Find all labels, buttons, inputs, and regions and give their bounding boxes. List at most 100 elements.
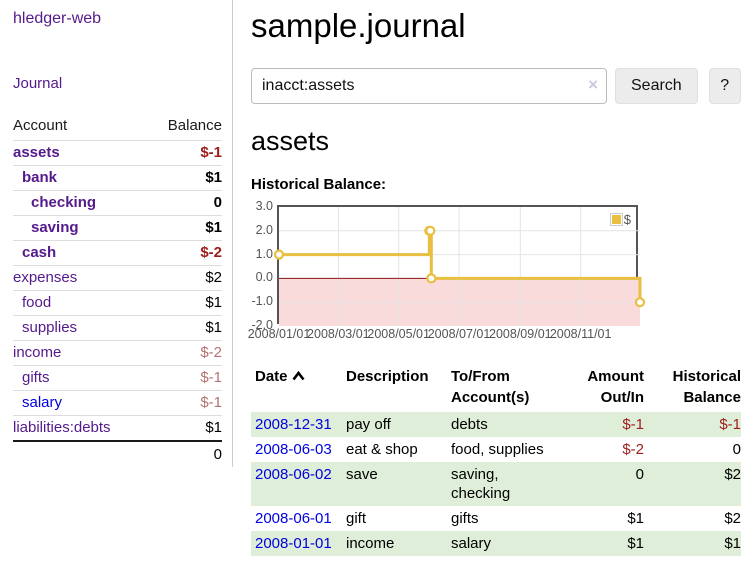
account-balance: $2 <box>147 265 222 291</box>
main-content: sample.journal × Search ? assets Histori… <box>233 0 742 556</box>
date-column-header[interactable]: Date <box>251 364 346 412</box>
transaction-amount: $-1 <box>622 416 644 433</box>
account-row: assets $-1 <box>13 140 222 166</box>
account-link[interactable]: assets <box>13 144 60 161</box>
transaction-amount: $1 <box>627 510 644 527</box>
sidebar: hledger-web Journal Account Balance asse… <box>0 0 233 467</box>
account-link[interactable]: supplies <box>22 319 78 336</box>
transaction-balance: $2 <box>724 466 741 483</box>
transaction-accounts: food, supplies <box>451 441 544 458</box>
transaction-balance: $2 <box>724 510 741 527</box>
account-link[interactable]: expenses <box>13 269 78 286</box>
account-row: liabilities:debts $1 <box>13 415 222 442</box>
account-row: food $1 <box>13 290 222 316</box>
transaction-amount: $-2 <box>622 441 644 458</box>
account-link[interactable]: food <box>22 294 52 311</box>
account-row: supplies $1 <box>13 315 222 341</box>
account-row: cash $-2 <box>13 240 222 266</box>
search-button[interactable]: Search <box>615 68 698 104</box>
accounts-total-row: 0 <box>13 440 222 467</box>
account-balance: $1 <box>147 165 222 191</box>
x-axis-tick-label: 2008/05/01 <box>367 327 430 341</box>
account-link[interactable]: gifts <box>22 369 50 386</box>
transaction-date-link[interactable]: 2008-06-01 <box>255 510 332 527</box>
transaction-row[interactable]: 2008-01-01 income salary $1 $1 <box>251 531 741 556</box>
balance-column-header-register: Historical Balance <box>672 368 741 406</box>
search-input[interactable] <box>251 68 607 104</box>
transaction-description: pay off <box>346 416 391 433</box>
account-link[interactable]: income <box>13 344 62 361</box>
y-axis-tick-label: -2.0 <box>251 318 273 332</box>
account-row: salary $-1 <box>13 390 222 416</box>
account-balance: $-2 <box>147 340 222 366</box>
account-balance: $1 <box>147 290 222 316</box>
account-balance: $-1 <box>147 140 222 166</box>
y-axis-tick-label: 1.0 <box>255 246 273 261</box>
transaction-balance: $-1 <box>719 416 741 433</box>
transaction-accounts: debts <box>451 416 488 433</box>
legend-swatch-icon <box>609 213 623 226</box>
account-balance: $-1 <box>147 365 222 391</box>
account-row: income $-2 <box>13 340 222 366</box>
account-link[interactable]: bank <box>22 169 58 186</box>
account-balance: $1 <box>147 415 222 442</box>
transaction-accounts: salary <box>451 535 492 552</box>
transaction-amount: 0 <box>635 466 644 483</box>
account-link[interactable]: liabilities:debts <box>13 419 111 436</box>
transaction-accounts: saving, checking <box>451 466 511 502</box>
account-link[interactable]: checking <box>31 194 97 211</box>
transaction-row[interactable]: 2008-06-03 eat & shop food, supplies $-2… <box>251 437 741 462</box>
brand-link[interactable]: hledger-web <box>13 10 102 27</box>
sort-ascending-icon <box>291 370 305 381</box>
clear-search-icon[interactable]: × <box>588 75 598 94</box>
x-axis-tick-label: 2008/03/01 <box>307 327 370 341</box>
account-column-header: Account <box>13 113 148 141</box>
transaction-row[interactable]: 2008-12-31 pay off debts $-1 $-1 <box>251 412 741 437</box>
account-balance: $1 <box>147 215 222 241</box>
transaction-balance: 0 <box>732 441 741 458</box>
accounts-column-header: To/From Account(s) <box>451 368 530 406</box>
transaction-date-link[interactable]: 2008-12-31 <box>255 416 332 433</box>
legend-label: $ <box>623 212 631 227</box>
x-axis-tick-label: 2008/09/01 <box>489 327 552 341</box>
x-axis-tick-label: 2008/07/01 <box>427 327 491 341</box>
y-axis-tick-label: 2.0 <box>255 222 273 237</box>
chart-plot-area: $ 3.0 2.0 1.0 0.0 -1.0 -2.0 2008/01/01 2008/03/… <box>248 199 646 341</box>
account-row: saving $1 <box>13 215 222 241</box>
account-balance: $1 <box>147 315 222 341</box>
account-row: gifts $-1 <box>13 365 222 391</box>
account-row: checking 0 <box>13 190 222 216</box>
transaction-accounts: gifts <box>451 510 479 527</box>
search-form: × Search ? <box>251 68 742 104</box>
account-link[interactable]: cash <box>22 244 57 261</box>
transaction-date-link[interactable]: 2008-06-03 <box>255 441 332 458</box>
sidebar-item-journal[interactable]: Journal <box>13 75 63 92</box>
account-row: expenses $2 <box>13 265 222 291</box>
transaction-row[interactable]: 2008-06-01 gift gifts $1 $2 <box>251 506 741 531</box>
accounts-table: Account Balance assets $-1 bank $1 check… <box>13 113 222 467</box>
transaction-description: gift <box>346 510 367 527</box>
balance-chart: $ 3.0 2.0 1.0 0.0 -1.0 -2.0 2008/01/01 2008/03/… <box>248 199 646 341</box>
app-window: hledger-web Journal Account Balance asse… <box>0 0 742 556</box>
register-table: Date Description To/From Account(s) Amou… <box>251 364 741 556</box>
y-axis-tick-label: 3.0 <box>255 199 273 213</box>
page-title: sample.journal <box>251 7 466 44</box>
account-link[interactable]: saving <box>31 219 79 236</box>
transaction-date-link[interactable]: 2008-06-02 <box>255 466 332 483</box>
transaction-row[interactable]: 2008-06-02 save saving, checking 0 $2 <box>251 462 741 506</box>
accounts-table-header: Account Balance <box>13 113 222 141</box>
account-title: assets <box>251 126 330 156</box>
transaction-date-link[interactable]: 2008-01-01 <box>255 535 332 552</box>
transaction-description: income <box>346 535 395 552</box>
chart-canvas <box>273 207 646 326</box>
chart-legend: $ <box>609 212 631 227</box>
account-row: bank $1 <box>13 165 222 191</box>
account-balance: $-2 <box>147 240 222 266</box>
account-balance: 0 <box>147 190 222 216</box>
transaction-description: eat & shop <box>346 441 418 458</box>
help-button[interactable]: ? <box>708 68 741 104</box>
account-link[interactable]: salary <box>22 394 63 411</box>
chart-title: Historical Balance: <box>251 176 387 193</box>
balance-column-header: Balance <box>147 113 222 141</box>
accounts-total-value: 0 <box>13 440 222 467</box>
